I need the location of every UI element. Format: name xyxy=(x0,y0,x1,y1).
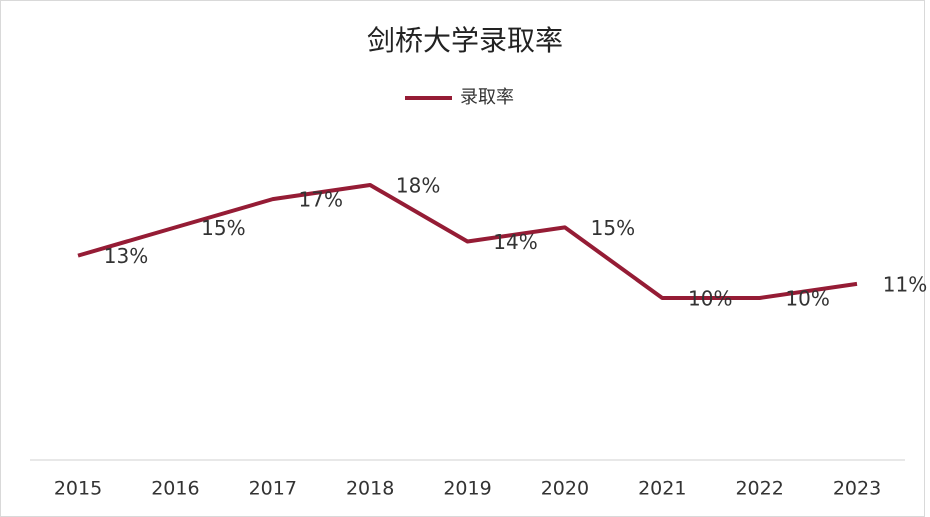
data-label: 17% xyxy=(299,188,343,212)
data-label: 14% xyxy=(493,230,537,254)
data-label: 15% xyxy=(591,216,635,240)
x-tick-label: 2022 xyxy=(735,478,783,500)
data-label: 10% xyxy=(785,287,829,311)
x-tick-label: 2023 xyxy=(833,478,881,500)
chart-title: 剑桥大学录取率 xyxy=(367,24,563,57)
data-label: 11% xyxy=(883,272,927,296)
x-tick-label: 2019 xyxy=(443,478,491,500)
data-label: 13% xyxy=(104,244,148,268)
data-label: 15% xyxy=(201,216,245,240)
x-tick-label: 2021 xyxy=(638,478,686,500)
x-tick-label: 2020 xyxy=(541,478,589,500)
x-tick-label: 2017 xyxy=(249,478,297,500)
data-label: 10% xyxy=(688,287,732,311)
data-label: 18% xyxy=(396,174,440,198)
data-line xyxy=(77,183,858,300)
x-tick-label: 2016 xyxy=(151,478,199,500)
legend-label: 录取率 xyxy=(460,87,514,108)
x-tick-label: 2015 xyxy=(54,478,102,500)
x-tick-label: 2018 xyxy=(346,478,394,500)
